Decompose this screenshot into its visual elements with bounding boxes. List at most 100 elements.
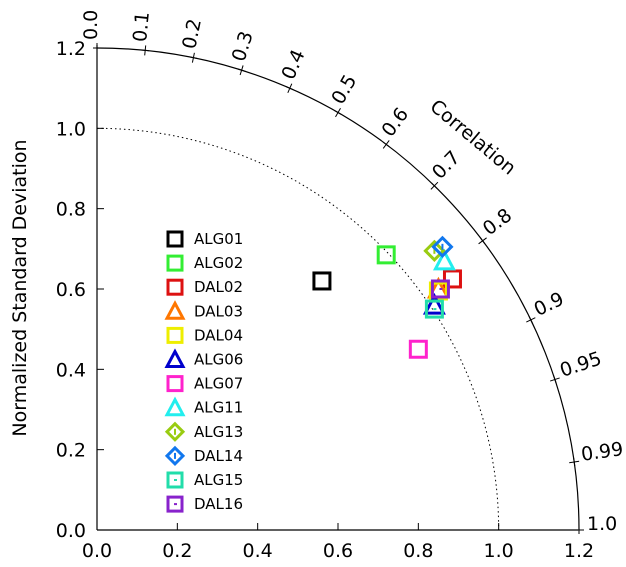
corr-tick-cross <box>573 457 576 467</box>
reference-arc <box>96 127 500 531</box>
corr-tick-label: 0.6 <box>377 104 413 141</box>
x-tick-label: 0.8 <box>403 540 433 562</box>
legend-marker-alg06 <box>164 348 186 368</box>
corr-tick-cross <box>141 49 150 52</box>
corr-tick-label: 0.7 <box>428 147 465 184</box>
marker-square <box>166 375 184 393</box>
corr-tick-label: 0.3 <box>228 29 258 64</box>
corr-tick-cross <box>528 316 533 324</box>
marker-square <box>428 281 448 301</box>
marker-square <box>442 269 462 289</box>
y-tick-label: 1.0 <box>56 118 86 140</box>
data-point-alg02 <box>376 245 396 265</box>
corr-tick-cross <box>285 86 294 91</box>
corr-tick-cross <box>479 237 486 245</box>
corr-tick-label: 0.0 <box>80 10 102 40</box>
marks-layer <box>312 235 462 359</box>
marker-square <box>166 495 184 513</box>
marker-diamond <box>164 421 186 442</box>
legend-label-alg01: ALG01 <box>194 230 243 248</box>
marker-square <box>312 271 332 291</box>
corr-tick-cross <box>431 182 438 189</box>
data-point-dal14 <box>431 235 454 258</box>
y-axis-label: Normalized Standard Deviation <box>9 139 31 436</box>
legend-marker-alg15 <box>166 471 184 489</box>
legend-marker-alg02 <box>166 254 184 272</box>
x-tick-label: 0.2 <box>162 540 192 562</box>
corr-tick-cross <box>334 110 342 116</box>
legend-marker-dal14 <box>164 445 186 467</box>
corr-tick-label: 1.0 <box>587 513 617 535</box>
y-tick-label: 0.8 <box>56 199 86 221</box>
legend-label-dal16: DAL16 <box>194 495 243 513</box>
marker-square <box>166 254 184 272</box>
marker-square <box>376 245 396 265</box>
corr-tick-cross <box>553 375 557 384</box>
legend-label-alg07: ALG07 <box>194 375 243 393</box>
legend-marker-dal03 <box>164 300 186 320</box>
marker-triangle <box>164 348 186 368</box>
legend-label-alg06: ALG06 <box>194 351 243 369</box>
y-tick-label: 0.2 <box>56 440 86 462</box>
legend-label-alg11: ALG11 <box>194 399 243 417</box>
marker-diamond <box>423 239 446 262</box>
corr-tick-cross <box>382 141 390 148</box>
legend-label-dal03: DAL03 <box>194 302 243 320</box>
data-point-alg01 <box>312 271 332 291</box>
y-tick-label: 0.0 <box>56 520 86 542</box>
marker-diamond <box>164 445 186 467</box>
corr-tick-label: 0.1 <box>129 11 154 43</box>
marker-square <box>424 299 444 319</box>
x-tick-label: 0.6 <box>323 540 353 562</box>
corr-tick-label: 0.99 <box>580 438 625 466</box>
data-point-dal04 <box>428 281 448 301</box>
marker-triangle <box>422 292 446 315</box>
legend: ALG01 ALG02 DAL02 DAL03 DAL04 ALG06 ALG07 ALG11… <box>164 230 243 513</box>
marker-diamond <box>431 235 454 258</box>
marker-triangle <box>432 248 456 271</box>
legend-label-alg02: ALG02 <box>194 254 243 272</box>
corr-tick-label: 0.9 <box>531 288 568 321</box>
corr-tick-cross <box>189 56 198 60</box>
x-tick-label: 0.4 <box>243 540 273 562</box>
corr-tick-label: 0.4 <box>277 46 309 82</box>
legend-marker-dal16 <box>166 495 184 513</box>
y-tick-label: 1.2 <box>56 38 86 60</box>
outer-arc <box>96 47 580 531</box>
marker-square <box>408 339 428 359</box>
y-tick-label: 0.6 <box>56 279 86 301</box>
x-tick-label: 1.2 <box>564 540 594 562</box>
legend-label-dal04: DAL04 <box>194 326 243 344</box>
legend-label-dal02: DAL02 <box>194 278 243 296</box>
legend-marker-alg01 <box>166 230 184 248</box>
corr-tick-label: 0.8 <box>479 204 516 240</box>
data-point-alg07 <box>408 339 428 359</box>
marker-square <box>166 230 184 248</box>
data-point-alg11 <box>432 248 456 271</box>
legend-marker-alg11 <box>164 396 186 417</box>
data-point-dal02 <box>442 269 462 289</box>
marker-triangle <box>164 396 186 417</box>
x-tick-label: 0.0 <box>82 540 112 562</box>
data-point-alg15 <box>424 299 444 319</box>
corr-tick-cross <box>237 68 246 72</box>
marker-square <box>430 279 450 299</box>
marker-square <box>166 471 184 489</box>
legend-marker-dal02 <box>166 278 184 296</box>
corr-tick-label: 0.2 <box>178 17 206 51</box>
legend-marker-dal04 <box>166 326 184 344</box>
data-point-dal16 <box>430 279 450 299</box>
legend-label-dal14: DAL14 <box>194 447 243 465</box>
legend-marker-alg13 <box>164 421 186 442</box>
ticks-layer: 0.0 0.2 0.4 0.6 0.8 1.0 1.20.00.20.40.60.81.01… <box>56 10 625 562</box>
data-point-alg06 <box>422 292 446 315</box>
y-tick-label: 0.4 <box>56 359 86 381</box>
legend-marker-alg07 <box>166 375 184 393</box>
legend-label-alg13: ALG13 <box>194 423 243 441</box>
corr-tick-label: 0.95 <box>557 348 604 382</box>
x-tick-label: 1.0 <box>484 540 514 562</box>
marker-square <box>166 278 184 296</box>
marker-triangle <box>164 300 186 320</box>
legend-label-alg15: ALG15 <box>194 471 243 489</box>
